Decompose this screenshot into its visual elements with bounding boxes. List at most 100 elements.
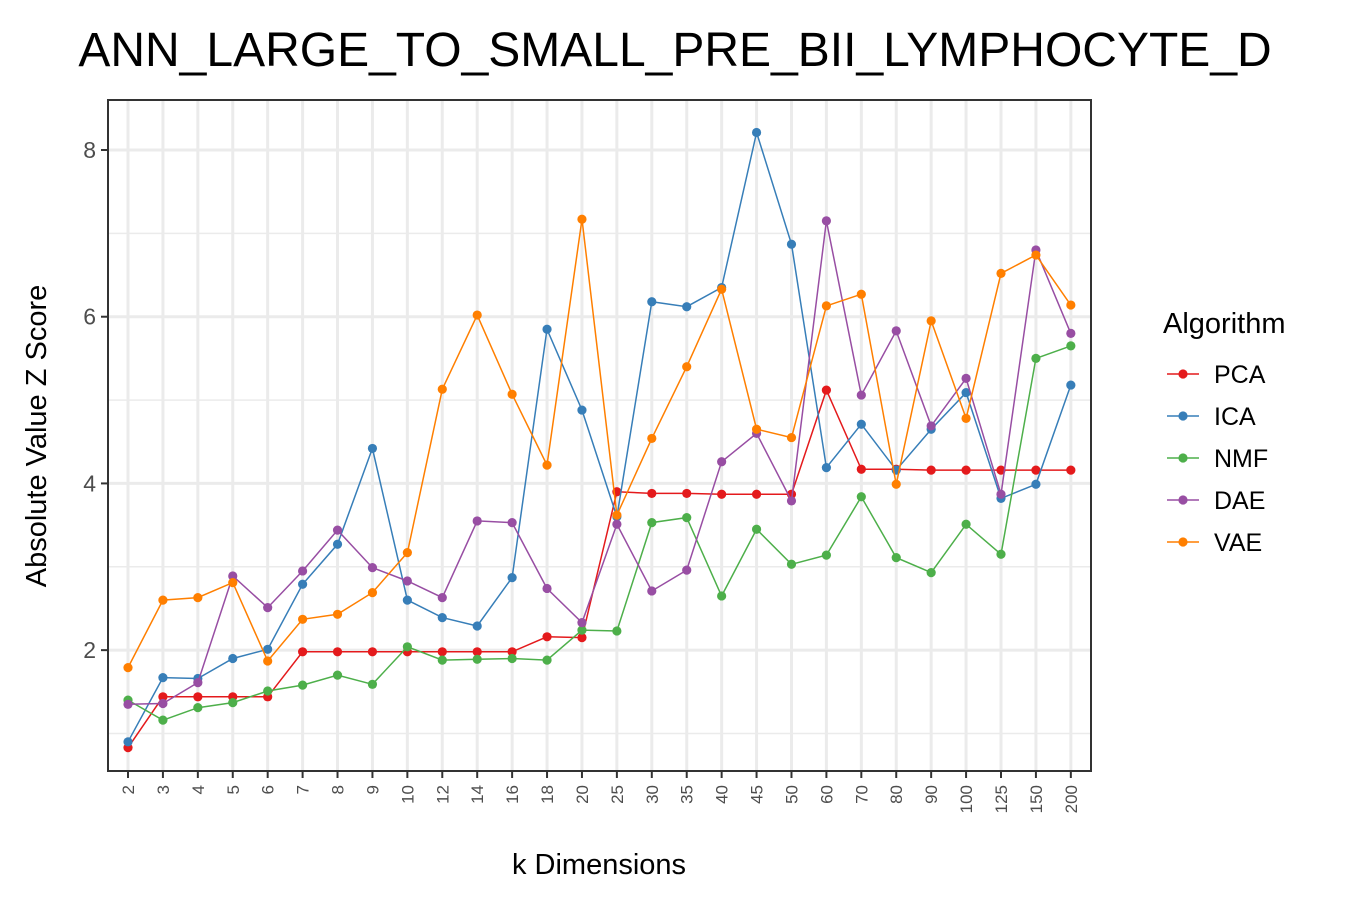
y-tick-label: 8 bbox=[83, 137, 96, 163]
series-line bbox=[127, 220, 1072, 706]
data-point bbox=[1031, 465, 1041, 475]
data-point bbox=[542, 632, 552, 642]
series-line bbox=[127, 129, 1072, 743]
x-tick-label: 150 bbox=[1027, 785, 1046, 813]
series-nmf bbox=[123, 341, 1076, 725]
legend: Algorithm PCA ICA NMF DAE VAE bbox=[1163, 308, 1286, 557]
data-point bbox=[507, 653, 517, 664]
data-point bbox=[856, 464, 866, 474]
x-tick-label: 70 bbox=[852, 785, 871, 804]
data-point bbox=[228, 571, 238, 581]
x-tick-label: 90 bbox=[922, 785, 941, 804]
data-point bbox=[367, 679, 378, 689]
x-tick-label: 8 bbox=[329, 785, 348, 794]
data-point bbox=[332, 670, 343, 680]
data-point bbox=[961, 387, 971, 398]
data-point bbox=[961, 373, 971, 384]
y-tick-label: 2 bbox=[83, 637, 96, 663]
data-point bbox=[193, 692, 203, 702]
data-point bbox=[123, 663, 133, 673]
legend-item-dae: DAE bbox=[1167, 487, 1265, 515]
data-point bbox=[332, 539, 343, 549]
x-tick-label: 10 bbox=[398, 785, 417, 804]
data-point bbox=[158, 673, 168, 683]
data-point bbox=[472, 516, 482, 526]
series-line bbox=[127, 219, 1072, 668]
data-point bbox=[402, 548, 412, 558]
data-point bbox=[542, 460, 552, 470]
legend-item-vae: VAE bbox=[1167, 529, 1262, 557]
data-point bbox=[1066, 300, 1076, 310]
data-point bbox=[472, 621, 482, 631]
legend-marker bbox=[1178, 537, 1188, 547]
data-point bbox=[647, 433, 657, 444]
data-point bbox=[1066, 465, 1076, 475]
data-point bbox=[298, 566, 308, 576]
data-point bbox=[647, 518, 657, 528]
data-point bbox=[402, 595, 412, 605]
x-tick-label: 14 bbox=[468, 785, 487, 804]
data-point bbox=[158, 698, 168, 709]
data-point bbox=[193, 678, 203, 688]
data-point bbox=[577, 633, 587, 643]
data-point bbox=[717, 489, 727, 499]
data-point bbox=[332, 647, 343, 657]
data-point bbox=[228, 698, 238, 708]
legend-marker bbox=[1178, 453, 1188, 463]
data-point bbox=[856, 492, 866, 502]
data-point bbox=[577, 625, 587, 635]
legend-item-pca: PCA bbox=[1167, 361, 1266, 389]
data-point bbox=[402, 576, 412, 586]
data-point bbox=[682, 488, 692, 499]
data-point bbox=[1066, 341, 1076, 351]
data-point bbox=[751, 127, 762, 138]
data-point bbox=[193, 703, 203, 713]
data-point bbox=[577, 618, 587, 628]
data-point bbox=[996, 549, 1006, 559]
x-tick-label: 80 bbox=[887, 785, 906, 804]
x-tick-label: 6 bbox=[259, 785, 278, 794]
data-point bbox=[193, 593, 203, 603]
legend-label: ICA bbox=[1214, 403, 1256, 431]
x-tick-label: 30 bbox=[643, 785, 662, 804]
data-point bbox=[1031, 353, 1041, 363]
legend-label: VAE bbox=[1214, 529, 1262, 557]
y-axis-title: Absolute Value Z Score bbox=[21, 285, 53, 588]
data-point bbox=[437, 655, 447, 665]
data-point bbox=[821, 550, 832, 560]
data-point bbox=[507, 573, 517, 583]
data-point bbox=[821, 462, 832, 473]
data-point bbox=[263, 686, 273, 696]
data-point bbox=[228, 653, 238, 664]
data-point bbox=[926, 568, 936, 578]
data-point bbox=[263, 656, 273, 666]
x-tick-label: 25 bbox=[608, 785, 627, 804]
data-point bbox=[891, 553, 901, 563]
x-tick-label: 2 bbox=[119, 785, 138, 794]
data-point bbox=[821, 301, 832, 311]
x-tick-label: 40 bbox=[713, 785, 732, 804]
data-point bbox=[263, 603, 273, 613]
data-point bbox=[158, 595, 168, 605]
data-point bbox=[437, 647, 447, 657]
data-point bbox=[961, 465, 971, 475]
data-point bbox=[682, 302, 692, 312]
x-tick-label: 200 bbox=[1062, 785, 1081, 813]
data-point bbox=[856, 390, 866, 400]
x-tick-label: 9 bbox=[363, 785, 382, 794]
chart-title: ANN_LARGE_TO_SMALL_PRE_BII_LYMPHOCYTE_D bbox=[78, 24, 1271, 77]
plot-background bbox=[108, 100, 1091, 771]
data-point bbox=[751, 524, 762, 534]
data-point bbox=[961, 413, 971, 424]
data-point bbox=[612, 510, 622, 520]
x-tick-label: 4 bbox=[189, 785, 208, 794]
x-tick-label: 7 bbox=[294, 785, 313, 794]
series-layer bbox=[123, 127, 1076, 753]
data-point bbox=[437, 384, 447, 394]
data-point bbox=[786, 559, 797, 569]
data-point bbox=[542, 583, 552, 594]
data-point bbox=[647, 297, 657, 307]
x-axis-title: k Dimensions bbox=[512, 849, 686, 881]
legend-label: PCA bbox=[1214, 361, 1266, 389]
data-point bbox=[123, 737, 133, 747]
